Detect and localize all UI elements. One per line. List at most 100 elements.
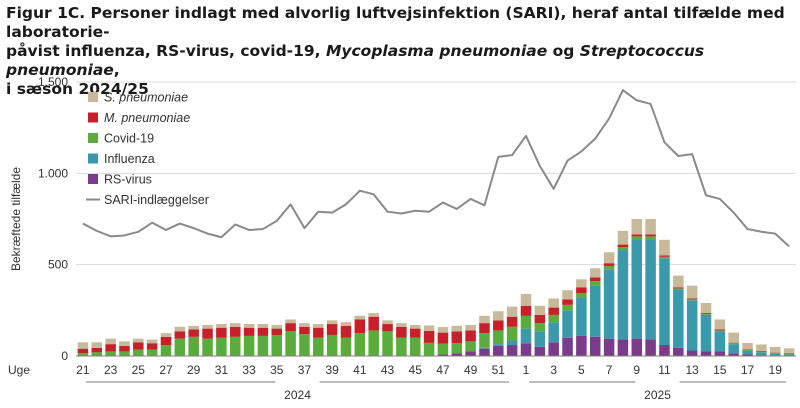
bar-segment-covid-19 (479, 333, 490, 348)
bar-segment-rs-virus (617, 339, 629, 356)
bar-segment-covid-19 (271, 334, 283, 356)
bar-segment-covid-19 (783, 353, 795, 355)
bar-segment-m-pneumoniae (299, 326, 310, 335)
bar-segment-s-pneumoniae (299, 323, 310, 327)
legend-label: RS-virus (104, 173, 152, 187)
bar-segment-m-pneumoniae (77, 348, 89, 354)
x-tick-label: 21 (76, 363, 90, 377)
bar-segment-s-pneumoniae (659, 239, 670, 256)
bar-segment-covid-19 (617, 247, 629, 251)
bar-segment-covid-19 (160, 345, 172, 356)
x-axis-label: Uge (8, 363, 30, 377)
bar-segment-s-pneumoniae (409, 324, 421, 329)
bar-segment-m-pneumoniae (271, 328, 283, 335)
x-tick-label: 5 (578, 363, 585, 377)
x-tick-label: 43 (381, 363, 395, 377)
bar-segment-covid-19 (396, 337, 407, 356)
bar-segment-rs-virus (742, 354, 753, 356)
bar-segment-s-pneumoniae (257, 324, 269, 328)
bar-segment-s-pneumoniae (382, 320, 393, 325)
bar-segment-influenza (728, 344, 739, 354)
bar-segment-m-pneumoniae (686, 298, 698, 300)
bar-segment-influenza (479, 347, 490, 349)
bar-segment-s-pneumoniae (396, 323, 407, 327)
legend-item-covid-19: Covid-19 (88, 132, 154, 146)
bar-segment-m-pneumoniae (520, 305, 532, 316)
bar-segment-rs-virus (520, 343, 532, 356)
bar-segment-m-pneumoniae (354, 319, 366, 334)
bar-segment-influenza (548, 322, 559, 343)
bar-segment-rs-virus (631, 338, 643, 356)
legend-swatch (88, 92, 98, 102)
bar-segment-s-pneumoniae (202, 324, 213, 329)
y-tick-label: 1.000 (38, 166, 68, 180)
bar-segment-m-pneumoniae (728, 342, 739, 344)
bar-segment-s-pneumoniae (742, 343, 753, 350)
bar-segment-s-pneumoniae (91, 342, 103, 348)
bar-segment-m-pneumoniae (534, 314, 546, 324)
bar-segment-m-pneumoniae (423, 330, 435, 343)
x-tick-label: 31 (215, 363, 229, 377)
bar-segment-m-pneumoniae (340, 325, 352, 338)
bar-segment-influenza (700, 314, 712, 352)
bar-segment-covid-19 (105, 351, 116, 356)
bar-segment-influenza (562, 310, 573, 338)
bar-segment-s-pneumoniae (603, 252, 615, 264)
bar-segment-s-pneumoniae (105, 338, 116, 345)
bar-segment-m-pneumoniae (243, 327, 255, 336)
bar-segment-influenza (673, 289, 684, 348)
y-axis-label: Bekræftede tilfælde (9, 167, 23, 271)
title-line-2-part-a: påvist influenza, RS-virus, covid-19, (6, 42, 326, 60)
bar-segment-m-pneumoniae (756, 350, 767, 352)
legend-swatch (88, 174, 98, 184)
bar-segment-m-pneumoniae (465, 330, 476, 342)
legend-item-m-pneumoniae: M. pneumoniae (88, 111, 190, 125)
bar-segment-covid-19 (299, 334, 310, 356)
title-line-2: påvist influenza, RS-virus, covid-19, My… (6, 42, 796, 80)
bar-segment-s-pneumoniae (562, 290, 573, 300)
bar-segment-m-pneumoniae (742, 349, 753, 350)
bar-segment-covid-19 (520, 315, 532, 329)
bar-segment-covid-19 (756, 351, 767, 353)
x-tick-label: 3 (550, 363, 557, 377)
bar-segment-rs-virus (576, 335, 587, 356)
bar-segment-rs-virus (548, 342, 559, 356)
bar-segment-influenza (506, 340, 518, 346)
bar-segment-rs-virus (686, 350, 698, 356)
stacked-bars (77, 219, 795, 356)
bar-segment-influenza (493, 344, 504, 346)
bar-segment-s-pneumoniae (673, 275, 684, 288)
bar-segment-covid-19 (631, 236, 643, 240)
bar-segment-s-pneumoniae (714, 319, 726, 330)
bar-segment-rs-virus (506, 345, 518, 356)
year-label: 2025 (644, 388, 671, 402)
bar-segment-influenza (769, 353, 781, 356)
bar-segment-s-pneumoniae (326, 320, 338, 325)
gridlines (76, 81, 796, 266)
bar-segment-covid-19 (576, 292, 587, 298)
bar-segment-s-pneumoniae (700, 303, 712, 314)
bar-segment-covid-19 (285, 331, 296, 356)
bar-segment-covid-19 (493, 330, 504, 345)
x-tick-label: 47 (436, 363, 450, 377)
x-tick-label: 23 (104, 363, 118, 377)
bar-segment-influenza (686, 300, 698, 351)
bar-segment-s-pneumoniae (188, 325, 199, 330)
legend-swatch (88, 153, 98, 164)
bar-segment-rs-virus (645, 339, 656, 356)
title-line-2-part-e: , (113, 61, 120, 79)
bar-segment-covid-19 (742, 349, 753, 351)
bar-segment-covid-19 (91, 352, 103, 356)
bar-segment-s-pneumoniae (160, 333, 172, 337)
x-tick-label: 13 (685, 363, 699, 377)
x-tick-label: 33 (242, 363, 256, 377)
y-tick-label: 500 (48, 258, 68, 272)
bar-segment-rs-virus (589, 336, 601, 356)
bar-segment-covid-19 (243, 335, 255, 356)
bar-segment-s-pneumoniae (506, 306, 518, 317)
bar-segment-s-pneumoniae (783, 348, 795, 353)
bar-segment-s-pneumoniae (146, 339, 158, 344)
bar-segment-covid-19 (451, 343, 463, 354)
bar-segment-rs-virus (534, 346, 546, 356)
bar-segment-m-pneumoniae (437, 332, 449, 344)
